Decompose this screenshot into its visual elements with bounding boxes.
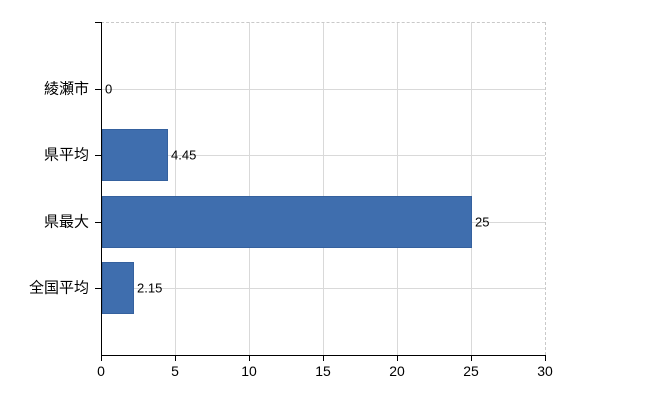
x-tick-label: 20 — [389, 363, 405, 379]
x-axis-tick — [471, 355, 472, 361]
y-axis-tick — [95, 288, 101, 289]
y-axis-tick — [95, 222, 101, 223]
x-axis-tick — [397, 355, 398, 361]
bar-value-label: 2.15 — [137, 280, 163, 296]
x-tick-label: 10 — [241, 363, 257, 379]
category-label: 県平均 — [43, 146, 89, 164]
grid-line-horizontal — [102, 288, 545, 289]
x-tick-label: 5 — [171, 363, 179, 379]
x-axis-tick — [175, 355, 176, 361]
category-label: 綾瀬市 — [43, 80, 89, 98]
grid-line-horizontal — [102, 155, 545, 156]
grid-line-vertical — [471, 22, 472, 355]
x-axis-tick — [101, 355, 102, 361]
bar — [102, 129, 168, 181]
y-axis-tick — [95, 155, 101, 156]
bar — [102, 196, 472, 248]
grid-line-vertical — [323, 22, 324, 355]
grid-line-horizontal — [102, 89, 545, 90]
grid-line-vertical — [397, 22, 398, 355]
x-tick-label: 15 — [315, 363, 331, 379]
x-axis-tick — [323, 355, 324, 361]
bar — [102, 262, 134, 314]
x-axis-tick — [545, 355, 546, 361]
bar-value-label: 4.45 — [171, 147, 197, 163]
grid-line-vertical — [175, 22, 176, 355]
y-axis-tick — [95, 89, 101, 90]
grid-line-vertical — [249, 22, 250, 355]
category-label: 県最大 — [43, 213, 89, 231]
plot-right-border — [545, 22, 546, 355]
bar-value-label: 0 — [105, 81, 113, 97]
plot-top-border — [101, 22, 545, 23]
x-axis-tick — [249, 355, 250, 361]
y-axis-top-tick — [95, 22, 101, 23]
bar-value-label: 25 — [475, 214, 490, 230]
category-label: 全国平均 — [28, 279, 89, 297]
y-axis — [101, 22, 102, 356]
x-tick-label: 0 — [97, 363, 105, 379]
x-tick-label: 25 — [463, 363, 479, 379]
x-tick-label: 30 — [537, 363, 553, 379]
